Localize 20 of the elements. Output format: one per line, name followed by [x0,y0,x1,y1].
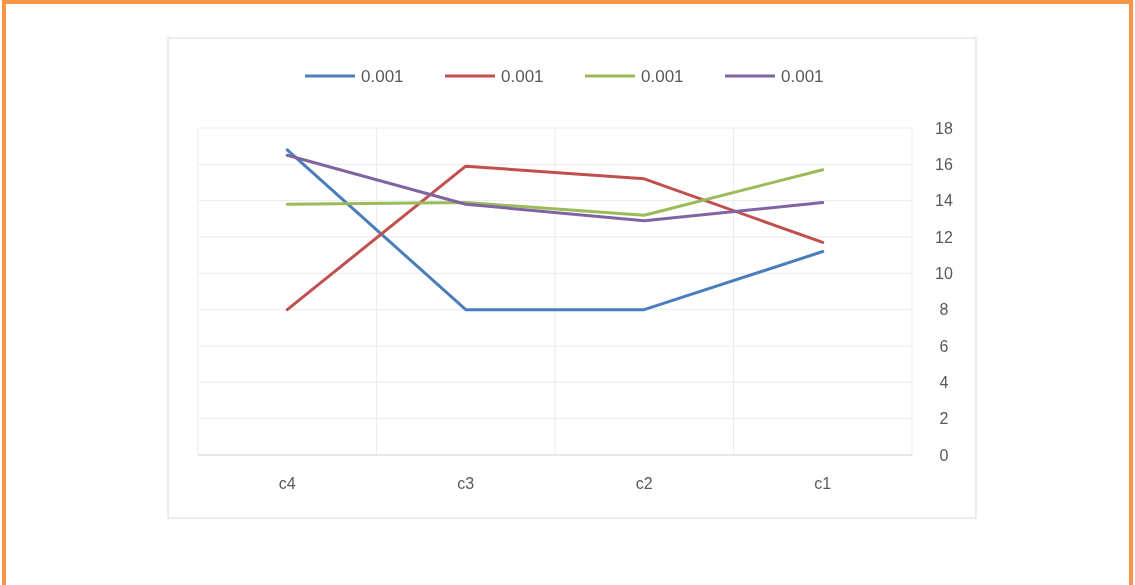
y-tick-label: 2 [939,410,949,428]
y-tick-label: 18 [935,119,953,137]
x-tick-label: c3 [457,475,475,492]
y-tick-label: 14 [935,192,953,210]
y-tick-label: 8 [939,301,949,319]
y-tick-label: 4 [939,373,949,391]
y-tick-label: 16 [935,155,953,173]
legend-label: 0.001 [641,66,684,86]
x-tick-label: c2 [635,475,653,492]
legend-label: 0.001 [501,66,544,86]
legend-label: 0.001 [361,66,404,86]
line-series [285,168,825,217]
y-tick-label: 0 [939,446,949,464]
x-tick-label: c4 [278,475,296,492]
line-series [285,153,825,223]
y-tick-label: 6 [939,337,949,355]
legend-label: 0.001 [781,66,824,86]
y-tick-label: 10 [935,264,953,282]
x-tick-label: c1 [814,475,832,492]
y-tick-label: 12 [935,228,953,246]
